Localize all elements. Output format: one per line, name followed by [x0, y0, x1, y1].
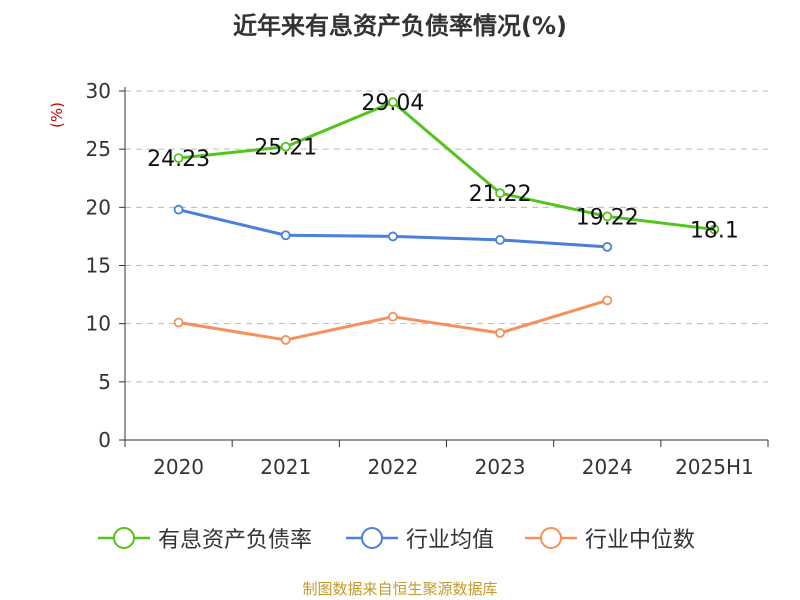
data-point — [388, 311, 398, 322]
legend-item-1[interactable]: 行业均值 — [346, 520, 494, 556]
data-point — [602, 241, 613, 252]
data-label: 19.22 — [576, 205, 639, 230]
legend-label: 行业均值 — [406, 528, 495, 553]
data-point — [388, 231, 398, 242]
legend-marker-circle — [113, 527, 135, 549]
data-point — [495, 188, 505, 199]
y-tick-label: 30 — [86, 79, 111, 103]
legend: 有息资产负债率 行业均值 行业中位数 — [0, 520, 800, 556]
data-label: 29.04 — [361, 91, 424, 116]
y-tick-label: 10 — [86, 312, 111, 336]
data-point — [280, 141, 291, 152]
data-label: 21.22 — [469, 182, 532, 207]
data-point — [602, 211, 613, 222]
y-tick-label: 5 — [98, 370, 111, 394]
grid-layer — [125, 90, 768, 383]
data-point — [280, 335, 291, 345]
axis-layer: 0 5 10 15 20 25 30 2020 2021 2022 2023 2024 2025H1 — [86, 79, 769, 479]
data-point — [173, 317, 184, 328]
data-point — [388, 97, 398, 108]
y-tick-label: 25 — [86, 137, 111, 161]
y-tick-label: 15 — [86, 254, 111, 278]
legend-item-2[interactable]: 行业中位数 — [525, 520, 695, 556]
data-point — [495, 235, 505, 245]
x-tick-label: 2020 — [153, 455, 204, 479]
x-tick-label: 2025H1 — [675, 455, 754, 479]
legend-marker-icon — [346, 527, 398, 549]
x-tick-label: 2022 — [367, 455, 418, 479]
legend-label: 有息资产负债率 — [158, 528, 313, 553]
x-tick-label: 2024 — [582, 455, 633, 479]
source-note: 制图数据来自恒生聚源数据库 — [302, 580, 498, 598]
data-label: 18.1 — [690, 218, 739, 243]
series-layer — [173, 97, 720, 345]
data-point — [173, 153, 184, 164]
data-point — [602, 295, 613, 306]
data-point — [709, 224, 720, 235]
data-point — [173, 204, 184, 215]
y-tick-label: 20 — [86, 195, 111, 219]
legend-item-0[interactable]: 有息资产负债率 — [98, 520, 312, 556]
data-point — [280, 230, 291, 241]
legend-label: 行业中位数 — [585, 528, 696, 553]
data-label-layer: 24.23 25.21 29.04 21.22 19.22 18.1 — [147, 91, 739, 243]
data-label: 24.23 — [147, 147, 210, 172]
x-tick-label: 2021 — [260, 455, 311, 479]
data-label: 25.21 — [254, 136, 317, 161]
x-tick-label: 2023 — [475, 455, 526, 479]
data-point — [495, 328, 505, 338]
legend-marker-icon — [525, 527, 577, 549]
legend-marker-circle — [540, 527, 562, 549]
chart-title: 近年来有息资产负债率情况(%) — [233, 12, 567, 40]
legend-marker-circle — [361, 527, 383, 549]
y-tick-label: 0 — [98, 428, 111, 452]
legend-marker-icon — [98, 527, 150, 549]
series-line-0 — [178, 100, 715, 231]
